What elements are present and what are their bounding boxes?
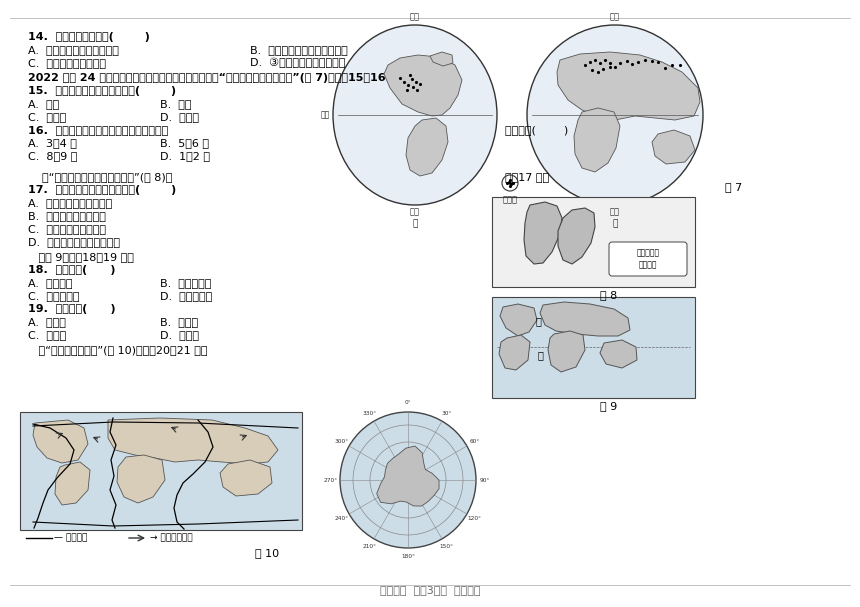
Ellipse shape [527, 25, 703, 205]
Text: B.  乙大洲是跨经度最广的大洲: B. 乙大洲是跨经度最广的大洲 [250, 45, 347, 55]
Text: → 板块运动方向: → 板块运动方向 [150, 534, 193, 543]
Text: 0°: 0° [404, 401, 411, 405]
Polygon shape [55, 462, 90, 505]
Text: 北极: 北极 [610, 12, 620, 21]
Text: B.  非洲板块和亚欧板块: B. 非洲板块和亚欧板块 [28, 211, 106, 221]
Text: C.  南极洲: C. 南极洲 [28, 112, 66, 122]
Polygon shape [220, 460, 272, 496]
Text: 乙: 乙 [537, 350, 543, 360]
Text: 210°: 210° [362, 544, 377, 549]
Text: D.  苏伊士运河: D. 苏伊士运河 [160, 291, 212, 301]
Polygon shape [558, 208, 595, 264]
Text: 19.  乙大洋是(      ): 19. 乙大洋是( ) [28, 304, 115, 314]
Polygon shape [500, 304, 537, 336]
Text: 东: 东 [612, 219, 617, 228]
Text: 读图 9，完成18～19 题。: 读图 9，完成18～19 题。 [28, 252, 134, 262]
Text: 14.  下列说法正确的是(        ): 14. 下列说法正确的是( ) [28, 32, 150, 42]
Text: A.  欧洲: A. 欧洲 [28, 99, 59, 109]
Polygon shape [499, 335, 530, 370]
Text: A.  美洲板块和印度洋板块: A. 美洲板块和印度洋板块 [28, 198, 113, 208]
Text: B.  亚洲: B. 亚洲 [160, 99, 192, 109]
Text: 读“大陆漂移假说的证据示意图”(图 8)，: 读“大陆漂移假说的证据示意图”(图 8)， [28, 172, 172, 182]
Text: 60°: 60° [470, 439, 480, 444]
Ellipse shape [333, 25, 497, 205]
Polygon shape [557, 52, 700, 120]
Polygon shape [117, 455, 165, 503]
Text: 300°: 300° [335, 439, 348, 444]
Text: 15.  西半球的滑雪场主要集中在(        ): 15. 西半球的滑雪场主要集中在( ) [28, 86, 176, 96]
Text: 北极: 北极 [410, 12, 420, 21]
Polygon shape [600, 340, 637, 368]
Text: A.  3－4 月: A. 3－4 月 [28, 138, 77, 148]
Text: A.  白令海峡: A. 白令海峡 [28, 278, 72, 288]
Text: B.  5－6 月: B. 5－6 月 [160, 138, 209, 148]
Polygon shape [430, 52, 453, 66]
Text: 甲: 甲 [535, 316, 541, 326]
Polygon shape [540, 302, 630, 336]
Text: 330°: 330° [362, 411, 377, 416]
Text: 原来我们是
一家人！: 原来我们是 一家人！ [636, 249, 660, 270]
Text: B.  北冰洋: B. 北冰洋 [160, 317, 198, 327]
FancyBboxPatch shape [609, 242, 687, 276]
Text: D.  ③大洋是面积最大的大洋: D. ③大洋是面积最大的大洋 [250, 58, 346, 69]
Text: 90°: 90° [480, 478, 490, 483]
Text: 150°: 150° [439, 544, 453, 549]
Text: C.  大西洋: C. 大西洋 [28, 330, 66, 340]
FancyBboxPatch shape [492, 297, 695, 398]
Text: 初一地理  《第3页》  期中检测: 初一地理 《第3页》 期中检测 [380, 585, 480, 595]
Text: 2022 年第 24 届冬奥会将由北京与张家口联合举办，读“世界滑雪场分布示意图”(图 7)，完成15～16 题。: 2022 年第 24 届冬奥会将由北京与张家口联合举办，读“世界滑雪场分布示意图… [28, 73, 402, 83]
Text: 16.  从气候条件考虑，北京冬奥会最佳的比: 16. 从气候条件考虑，北京冬奥会最佳的比 [28, 125, 169, 135]
Text: 赛时间是(        ): 赛时间是( ) [505, 125, 568, 135]
Text: D.  北美洲: D. 北美洲 [160, 112, 199, 122]
Polygon shape [377, 446, 439, 506]
Text: 120°: 120° [468, 516, 482, 521]
Text: C.  8－9 月: C. 8－9 月 [28, 151, 77, 161]
Polygon shape [524, 202, 562, 264]
Text: 30°: 30° [441, 411, 452, 416]
Text: 图 8: 图 8 [600, 290, 617, 300]
Polygon shape [108, 418, 278, 464]
Text: 图 7: 图 7 [725, 182, 742, 192]
Text: C.  丙大洲有北极圈穿过: C. 丙大洲有北极圈穿过 [28, 58, 106, 68]
Text: 滑雪场: 滑雪场 [502, 195, 518, 204]
Text: 西: 西 [412, 219, 418, 228]
Text: 南极: 南极 [410, 207, 420, 216]
Text: — 板块边界: — 板块边界 [54, 534, 88, 543]
Text: A.  甲大洲是面积最大的大洲: A. 甲大洲是面积最大的大洲 [28, 45, 119, 55]
FancyBboxPatch shape [492, 197, 695, 287]
Polygon shape [548, 331, 585, 372]
Circle shape [340, 412, 476, 548]
Text: 240°: 240° [335, 516, 348, 521]
Polygon shape [406, 118, 448, 176]
Text: 完成17 题。: 完成17 题。 [505, 172, 550, 182]
Text: 270°: 270° [324, 478, 338, 483]
FancyBboxPatch shape [20, 412, 302, 530]
Text: B.  巴拿马运河: B. 巴拿马运河 [160, 278, 212, 288]
Text: 18.  洲界甲为(      ): 18. 洲界甲为( ) [28, 265, 115, 275]
Text: 图 10: 图 10 [255, 548, 280, 558]
Text: 180°: 180° [401, 555, 415, 560]
Text: C.  土耳其海峡: C. 土耳其海峡 [28, 291, 79, 301]
Polygon shape [652, 130, 695, 164]
Text: 读“六大板块示意图”(图 10)，完成20～21 题。: 读“六大板块示意图”(图 10)，完成20～21 题。 [28, 345, 207, 355]
Text: 南极: 南极 [610, 207, 620, 216]
Text: C.  非洲板块和美洲板块: C. 非洲板块和美洲板块 [28, 224, 106, 234]
Text: 赤道: 赤道 [321, 110, 330, 120]
Polygon shape [384, 55, 462, 116]
Polygon shape [33, 420, 88, 463]
Text: D.  印度洋: D. 印度洋 [160, 330, 199, 340]
Text: D.  1－2 月: D. 1－2 月 [160, 151, 210, 161]
Polygon shape [574, 108, 620, 172]
Text: 图 9: 图 9 [600, 401, 617, 411]
Text: D.  太平洋板块和南极洲板块: D. 太平洋板块和南极洲板块 [28, 237, 120, 247]
Text: A.  太平洋: A. 太平洋 [28, 317, 66, 327]
Text: 17.  它们分别位于哪两个板块？(        ): 17. 它们分别位于哪两个板块？( ) [28, 185, 176, 195]
